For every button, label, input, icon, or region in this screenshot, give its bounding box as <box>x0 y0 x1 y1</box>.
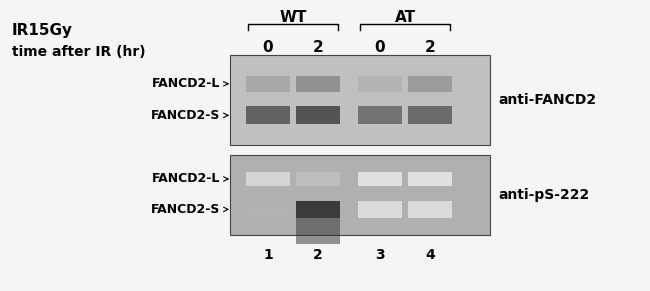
Bar <box>358 172 402 186</box>
Bar <box>408 107 452 124</box>
Bar <box>296 218 340 244</box>
Text: 2: 2 <box>313 248 323 262</box>
Bar <box>296 172 340 186</box>
Bar <box>230 155 490 235</box>
Text: IR15Gy: IR15Gy <box>12 22 73 38</box>
Text: 4: 4 <box>425 248 435 262</box>
Bar <box>296 107 340 124</box>
Bar <box>230 55 490 145</box>
Bar <box>358 201 402 218</box>
Bar <box>358 76 402 92</box>
Bar <box>408 172 452 186</box>
Text: anti-FANCD2: anti-FANCD2 <box>498 93 596 107</box>
Bar <box>246 201 290 218</box>
Bar <box>246 107 290 124</box>
Text: 2: 2 <box>313 40 324 54</box>
Bar <box>246 76 290 92</box>
Bar <box>296 201 340 218</box>
Bar <box>296 76 340 92</box>
Text: FANCD2-S: FANCD2-S <box>151 109 220 122</box>
Text: FANCD2-L: FANCD2-L <box>151 77 220 90</box>
Text: WT: WT <box>280 10 307 26</box>
Text: 2: 2 <box>424 40 436 54</box>
Text: 1: 1 <box>263 248 273 262</box>
Bar <box>408 76 452 92</box>
Bar <box>246 172 290 186</box>
Text: 0: 0 <box>374 40 385 54</box>
Bar <box>408 201 452 218</box>
Text: anti-pS-222: anti-pS-222 <box>498 188 590 202</box>
Text: time after IR (hr): time after IR (hr) <box>12 45 146 59</box>
Bar <box>358 107 402 124</box>
Text: FANCD2-L: FANCD2-L <box>151 173 220 185</box>
Text: 0: 0 <box>263 40 273 54</box>
Text: 3: 3 <box>375 248 385 262</box>
Text: AT: AT <box>395 10 415 26</box>
Text: FANCD2-S: FANCD2-S <box>151 203 220 216</box>
